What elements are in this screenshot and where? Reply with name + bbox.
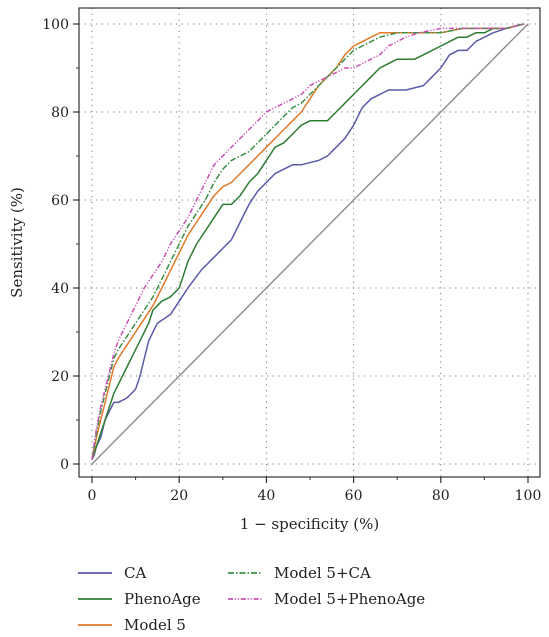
legend-label-4: Model 5+PhenoAge [274,590,425,608]
y-axis-label: Sensitivity (%) [8,187,26,298]
y-tick-label-4: 80 [51,105,69,121]
legend-label-0: CA [124,564,146,582]
series-line-4 [91,23,524,460]
y-tick-label-5: 100 [42,17,69,33]
series-line-1 [91,23,524,460]
legend-label-1: PhenoAge [124,590,201,608]
x-tick-label-3: 60 [345,488,363,504]
legend-label-3: Model 5+CA [274,564,371,582]
x-axis-label: 1 − specificity (%) [240,515,379,533]
y-tick-label-1: 20 [51,369,69,385]
x-tick-label-1: 20 [170,488,188,504]
reference-diagonal [91,23,529,465]
y-tick-label-3: 60 [51,193,69,209]
series-line-0 [91,23,524,460]
series-line-3 [91,23,524,460]
axis-ticks: 0 20 40 60 80 100 0 20 40 60 80 100 [42,17,541,504]
x-tick-label-4: 80 [432,488,450,504]
grid [79,8,540,477]
x-tick-label-0: 0 [88,488,97,504]
legend-label-2: Model 5 [124,616,186,634]
legend: CA PhenoAge Model 5 Model 5+CA Model 5+Pheno… [78,564,425,634]
x-tick-label-5: 100 [515,488,542,504]
series-lines [91,23,524,460]
y-tick-label-0: 0 [60,457,69,473]
series-line-2 [91,23,524,460]
x-tick-label-2: 40 [257,488,275,504]
y-tick-label-2: 40 [51,281,69,297]
